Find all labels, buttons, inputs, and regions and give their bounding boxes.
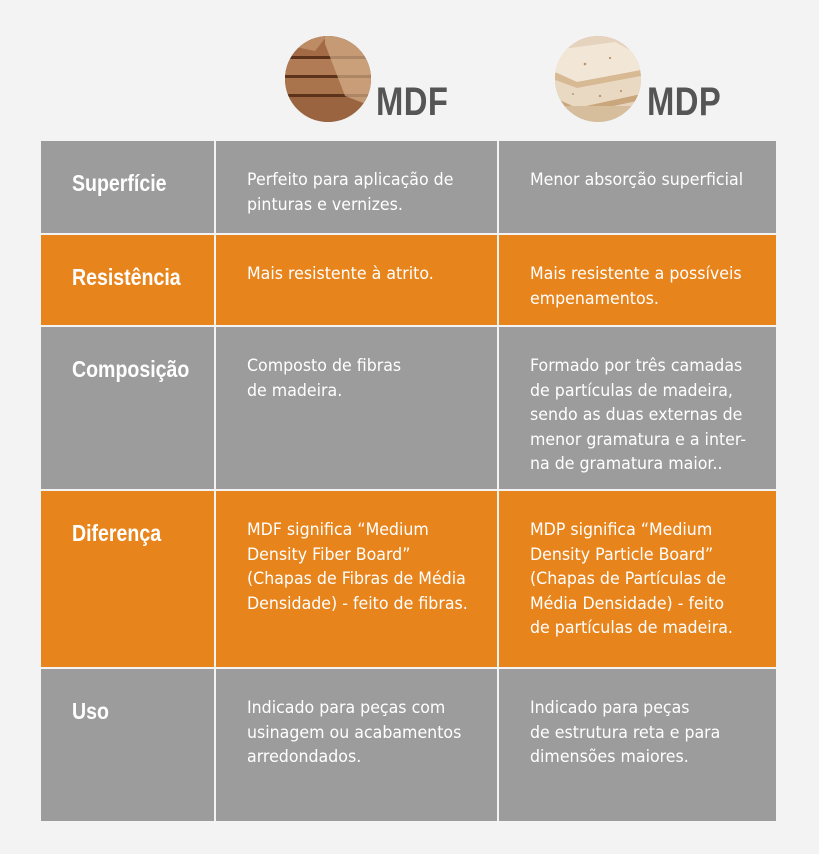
row-label-text: Uso	[72, 698, 109, 724]
mdp-cell-resistencia: Mais resistente a possíveis empenamentos…	[499, 235, 776, 327]
mdf-header: MDF	[285, 30, 465, 140]
mdp-cell-superficie: Menor absorção superficial	[499, 141, 776, 235]
row-label-text: Resistência	[72, 264, 181, 290]
comparison-table: Superfície Perfeito para aplicação de pi…	[41, 141, 776, 821]
mdp-header: MDP	[555, 30, 745, 140]
mdf-cell-composicao: Composto de fibras de madeira.	[216, 327, 499, 491]
cell-text: Mais resistente a possíveis empenamentos…	[530, 264, 742, 309]
mdp-cell-diferenca: MDP significa “Medium Density Particle B…	[499, 491, 776, 669]
cell-text: MDP significa “Medium Density Particle B…	[530, 520, 733, 638]
cell-text: MDF significa “Medium Density Fiber Boar…	[247, 520, 468, 614]
cell-text: Indicado para peças com usinagem ou acab…	[247, 698, 462, 767]
row-label-text: Superfície	[72, 170, 167, 196]
mdp-board-image	[555, 36, 641, 122]
cell-text: Indicado para peças de estrutura reta e …	[530, 698, 721, 767]
row-label-text: Diferença	[72, 520, 162, 546]
row-label-resistencia: Resistência	[41, 235, 216, 327]
cell-text: Perfeito para aplicação de pinturas e ve…	[247, 170, 454, 215]
mdp-title: MDP	[647, 80, 722, 124]
row-label-text: Composição	[72, 356, 190, 382]
mdf-cell-diferenca: MDF significa “Medium Density Fiber Boar…	[216, 491, 499, 669]
row-label-superficie: Superfície	[41, 141, 216, 235]
mdf-cell-superficie: Perfeito para aplicação de pinturas e ve…	[216, 141, 499, 235]
row-label-diferenca: Diferença	[41, 491, 216, 669]
mdf-board-image	[285, 36, 371, 122]
cell-text: Menor absorção superficial	[530, 170, 744, 190]
mdf-title: MDF	[376, 80, 449, 124]
cell-text: Mais resistente à atrito.	[247, 264, 434, 284]
mdp-cell-uso: Indicado para peças de estrutura reta e …	[499, 669, 776, 821]
row-label-uso: Uso	[41, 669, 216, 821]
row-label-composicao: Composição	[41, 327, 216, 491]
mdf-cell-resistencia: Mais resistente à atrito.	[216, 235, 499, 327]
cell-text: Formado por três camadas de partículas d…	[530, 356, 747, 474]
cell-text: Composto de fibras de madeira.	[247, 356, 402, 401]
mdf-cell-uso: Indicado para peças com usinagem ou acab…	[216, 669, 499, 821]
mdp-cell-composicao: Formado por três camadas de partículas d…	[499, 327, 776, 491]
